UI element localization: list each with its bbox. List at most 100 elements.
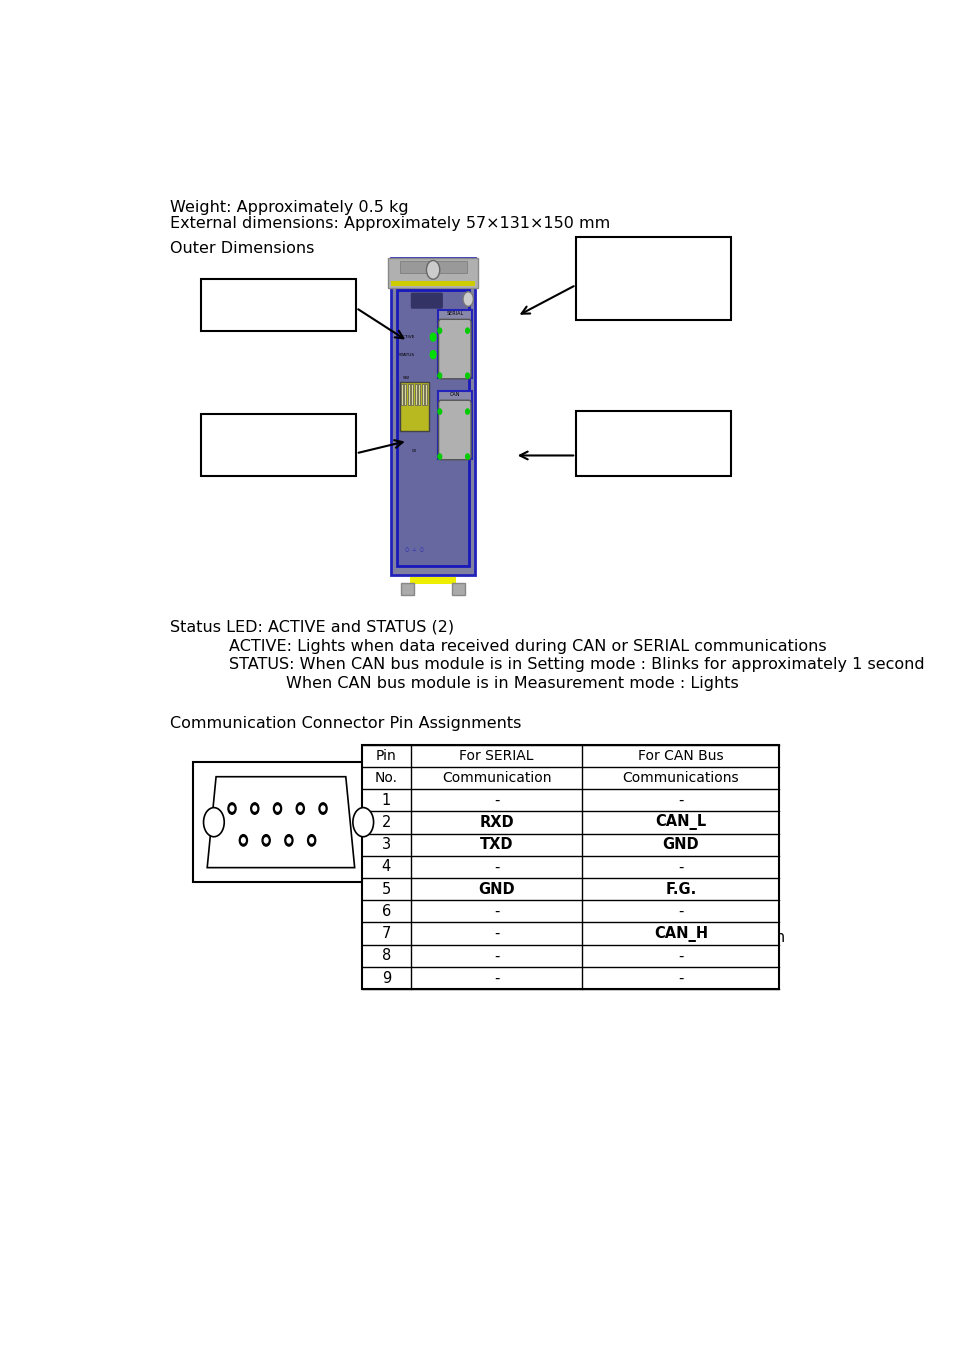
Bar	[400, 384, 402, 405]
Text: -: -	[494, 793, 498, 808]
Circle shape	[462, 292, 473, 307]
Bar	[361, 744, 779, 989]
Text: GND: GND	[662, 838, 699, 852]
Bar	[409, 577, 456, 584]
Text: STATUS: STATUS	[398, 353, 415, 357]
Bar	[576, 411, 731, 477]
Text: SERIAL: SERIAL	[446, 311, 463, 316]
Bar	[391, 258, 475, 576]
Text: -: -	[494, 925, 498, 942]
Circle shape	[230, 807, 233, 811]
Circle shape	[285, 835, 293, 846]
Text: Weight: Approximately 0.5 kg: Weight: Approximately 0.5 kg	[170, 200, 408, 215]
Text: CAN_H: CAN_H	[653, 925, 707, 942]
Circle shape	[295, 802, 304, 815]
Circle shape	[465, 328, 469, 334]
Text: For SERIAL: For SERIAL	[459, 748, 534, 763]
Circle shape	[437, 373, 441, 378]
Text: -: -	[494, 970, 498, 985]
Bar	[200, 278, 355, 331]
Circle shape	[203, 808, 224, 836]
FancyBboxPatch shape	[438, 319, 471, 378]
Circle shape	[228, 802, 235, 815]
Bar	[415, 384, 416, 405]
Text: 7: 7	[381, 925, 391, 942]
Text: -: -	[678, 904, 683, 919]
Text: STATUS: When CAN bus module is in Setting mode : Blinks for approximately 1 seco: STATUS: When CAN bus module is in Settin…	[229, 658, 923, 673]
Circle shape	[275, 807, 279, 811]
Text: 2: 2	[381, 815, 391, 830]
Text: -: -	[494, 948, 498, 963]
Text: ACTIVE: Lights when data received during CAN or SERIAL communications: ACTIVE: Lights when data received during…	[229, 639, 825, 654]
Circle shape	[437, 454, 441, 459]
Text: -:Non Connection: -:Non Connection	[657, 929, 783, 944]
Text: Communications: Communications	[622, 771, 739, 785]
FancyBboxPatch shape	[411, 293, 442, 308]
Bar	[411, 384, 413, 405]
FancyBboxPatch shape	[438, 400, 471, 459]
Text: 8: 8	[381, 948, 391, 963]
Circle shape	[253, 807, 256, 811]
Bar	[399, 261, 466, 273]
Text: Outer Dimensions: Outer Dimensions	[170, 242, 314, 257]
Text: 1: 1	[381, 793, 391, 808]
Text: GND: GND	[477, 882, 515, 897]
Text: Pin: Pin	[375, 748, 396, 763]
Bar	[396, 289, 469, 566]
Circle shape	[274, 802, 281, 815]
Bar	[388, 258, 477, 288]
Polygon shape	[207, 777, 355, 867]
Text: F.G.: F.G.	[664, 882, 696, 897]
Text: -: -	[494, 859, 498, 874]
Circle shape	[262, 835, 270, 846]
Text: Communication: Communication	[441, 771, 551, 785]
Text: -: -	[494, 904, 498, 919]
Text: CAN_L: CAN_L	[655, 815, 706, 831]
Text: 4: 4	[381, 859, 391, 874]
Text: ○  ⚠  ○: ○ ⚠ ○	[405, 547, 424, 553]
Text: -: -	[678, 793, 683, 808]
Text: 6: 6	[381, 904, 391, 919]
Circle shape	[465, 454, 469, 459]
Bar	[425, 384, 427, 405]
Text: -: -	[678, 948, 683, 963]
Text: -: -	[678, 970, 683, 985]
Circle shape	[241, 838, 245, 843]
Circle shape	[437, 328, 441, 334]
Bar	[452, 584, 464, 594]
Text: TXD: TXD	[479, 838, 513, 852]
Circle shape	[239, 835, 247, 846]
Circle shape	[353, 808, 374, 836]
Text: No.: No.	[375, 771, 397, 785]
Bar	[391, 281, 475, 286]
Bar	[437, 311, 471, 378]
Circle shape	[465, 373, 469, 378]
Text: When CAN bus module is in Measurement mode : Lights: When CAN bus module is in Measurement mo…	[285, 676, 738, 690]
Bar	[399, 381, 429, 431]
Circle shape	[298, 807, 302, 811]
Circle shape	[287, 838, 291, 843]
Bar	[407, 384, 410, 405]
Text: SW: SW	[402, 377, 410, 381]
Text: -: -	[678, 859, 683, 874]
Circle shape	[437, 409, 441, 415]
Bar	[576, 236, 731, 320]
Text: Status LED: ACTIVE and STATUS (2): Status LED: ACTIVE and STATUS (2)	[170, 620, 454, 635]
Text: 3: 3	[381, 838, 391, 852]
Text: ACTIVE: ACTIVE	[399, 335, 415, 339]
Circle shape	[465, 409, 469, 415]
Text: For CAN Bus: For CAN Bus	[638, 748, 723, 763]
Circle shape	[307, 835, 315, 846]
Circle shape	[318, 802, 327, 815]
Text: 00: 00	[412, 450, 416, 454]
Bar	[193, 762, 383, 882]
Bar	[401, 584, 414, 594]
Bar	[437, 390, 471, 459]
Circle shape	[430, 334, 436, 340]
Text: 5: 5	[381, 882, 391, 897]
Text: RXD: RXD	[478, 815, 514, 830]
Circle shape	[251, 802, 258, 815]
Text: Communication Connector Pin Assignments: Communication Connector Pin Assignments	[170, 716, 520, 731]
Circle shape	[430, 351, 436, 358]
Text: CAN: CAN	[449, 392, 459, 397]
